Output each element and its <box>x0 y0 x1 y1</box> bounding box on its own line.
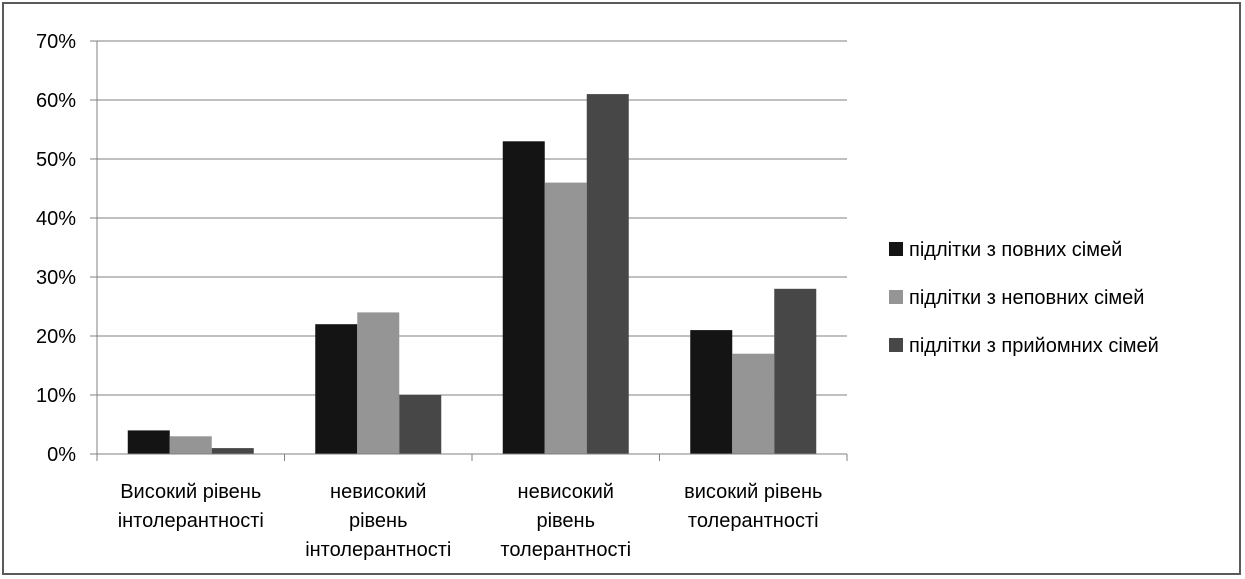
bar <box>544 182 587 454</box>
bar <box>399 395 442 454</box>
bar <box>357 312 400 454</box>
legend-swatch <box>889 242 903 256</box>
axes <box>96 41 848 461</box>
x-category-label: рівень <box>349 510 408 532</box>
legend: підлітки з повних сімей підлітки з неповн… <box>889 239 1159 357</box>
y-tick-label: 40% <box>36 208 76 230</box>
bar <box>690 330 733 454</box>
y-tick-label: 30% <box>36 267 76 289</box>
x-category-label: невисокий <box>330 481 426 503</box>
y-tick-label: 70% <box>36 31 76 53</box>
bar <box>774 288 817 454</box>
x-category-label: невисокий <box>518 481 614 503</box>
legend-label: підлітки з неповних сімей <box>909 287 1144 309</box>
legend-label: підлітки з повних сімей <box>909 239 1122 261</box>
y-tick-label: 60% <box>36 90 76 112</box>
legend-label: підлітки з прийомних сімей <box>909 335 1159 357</box>
y-tick-label: 20% <box>36 326 76 348</box>
legend-swatch <box>889 338 903 352</box>
bar <box>586 94 629 454</box>
x-category-label: інтолерантності <box>118 510 264 532</box>
y-axis-ticks: 0% 10% 20% 30% 40% 50% 60% 70% <box>36 31 76 466</box>
bar <box>315 324 358 454</box>
x-category-label: толерантності <box>688 510 819 532</box>
y-tick-label: 50% <box>36 149 76 171</box>
x-category-label: толерантності <box>500 539 631 561</box>
bars <box>127 94 817 455</box>
x-category-label: високий рівень <box>684 481 822 503</box>
x-category-label: рівень <box>536 510 595 532</box>
x-category-label: Високий рівень <box>120 481 261 503</box>
x-axis-labels: Високий рівень інтолерантності невисокий рі… <box>118 481 823 561</box>
legend-swatch <box>889 290 903 304</box>
y-tick-label: 10% <box>36 385 76 407</box>
bar <box>732 353 775 454</box>
bar <box>502 141 545 455</box>
x-category-label: інтолерантності <box>305 539 451 561</box>
bar <box>211 448 254 454</box>
y-tick-label: 0% <box>47 444 76 466</box>
bar <box>169 436 212 454</box>
bar <box>127 430 170 454</box>
